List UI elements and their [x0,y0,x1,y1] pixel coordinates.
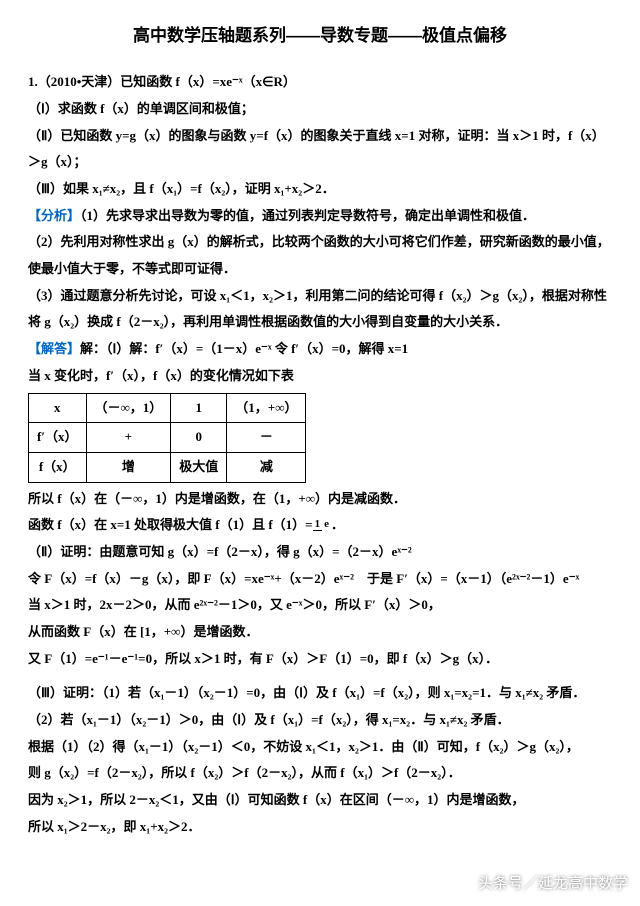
solution-label: 【解答】 [28,341,80,356]
solution-13: 则 g（x₂）=f（2－x₂），所以 f（x₂）＞f（2－x₂），从而 f（x₁… [28,761,612,786]
cell: 极大值 [171,452,227,482]
q1-part2-line1: （Ⅱ）已知函数 y=g（x）的图象与函数 y=f（x）的图象关于直线 x=1 对… [28,124,612,149]
cell: f′（x） [29,423,87,453]
cell: （1，+∞） [227,393,306,423]
analysis-1: 【分析】（1）先求导求出导数为零的值，通过列表判定导数符号，确定出单调性和极值． [28,204,612,229]
solution-4: 函数 f（x）在 x=1 处取得极大值 f（1）且 f（1）=1e． [28,513,612,538]
solution-9: 又 F（1）=e⁻¹－e⁻¹=0，所以 x＞1 时，有 F（x）＞F（1）=0，… [28,647,612,672]
solution-14: 因为 x₂＞1，所以 2－x₂＜1，又由（Ⅰ）可知函数 f（x）在区间（－∞，1… [28,788,612,813]
solution-11: （2）若（x₁－1）（x₂－1）＞0，由（Ⅰ）及 f（x₁）=f（x₂），得 x… [28,708,612,733]
solution-1: 【解答】解：（Ⅰ）解：f′（x）=（1－x）e⁻ˣ 令 f′（x）=0，解得 x… [28,337,612,362]
analysis-2a: （2）先利用对称性求出 g（x）的解析式，比较两个函数的大小可将它们作差，研究新… [28,230,612,255]
analysis-1-text: （1）先求导求出导数为零的值，通过列表判定导数符号，确定出单调性和极值． [80,208,535,223]
cell: － [227,423,306,453]
solution-2: 当 x 变化时，f′（x），f（x）的变化情况如下表 [28,364,612,389]
solution-4a: 函数 f（x）在 x=1 处取得极大值 f（1）且 f（1）= [28,517,313,532]
page-title: 高中数学压轴题系列——导数专题——极值点偏移 [28,20,612,52]
cell: 1 [171,393,227,423]
table-row: x （－∞，1） 1 （1，+∞） [29,393,306,423]
solution-4b: ． [331,517,344,532]
solution-7: 当 x＞1 时，2x－2＞0，从而 e²ˣ⁻²－1＞0，又 e⁻ˣ＞0，所以 F… [28,593,612,618]
solution-8: 从而函数 F（x）在 [1，+∞）是增函数． [28,620,612,645]
fraction: 1e [313,518,331,530]
solution-5: （Ⅱ）证明：由题意可知 g（x）=f（2－x），得 g（x）=（2－x）eˣ⁻² [28,540,612,565]
cell: f（x） [29,452,87,482]
q1-part3: （Ⅲ）如果 x₁≠x₂，且 f（x₁）=f（x₂），证明 x₁+x₂＞2． [28,177,612,202]
solution-3: 所以 f（x）在（－∞，1）内是增函数，在（1，+∞）内是减函数． [28,487,612,512]
cell: 减 [227,452,306,482]
q1-part2-line2: ＞g（x）； [28,150,612,175]
cell: （－∞，1） [86,393,171,423]
numerator: 1 [313,518,323,531]
solution-6: 令 F（x）=f（x）－g（x），即 F（x）=xe⁻ˣ+（x－2）eˣ⁻² 于… [28,567,612,592]
analysis-2b: 使最小值大于零，不等式即可证得． [28,257,612,282]
q1-part1: （Ⅰ）求函数 f（x）的单调区间和极值； [28,97,612,122]
solution-15: 所以 x₁＞2－x₂，即 x₁+x₂＞2． [28,815,612,840]
table-row: f（x） 增 极大值 减 [29,452,306,482]
cell: 增 [86,452,171,482]
table-row: f′（x） + 0 － [29,423,306,453]
cell: x [29,393,87,423]
cell: + [86,423,171,453]
analysis-3a: （3）通过题意分析先讨论，可设 x₁＜1，x₂＞1，利用第二问的结论可得 f（x… [28,284,612,309]
watermark: 头条号／延龙高中数学 [478,870,628,899]
q1: 1.（2010•天津）已知函数 f（x）=xe⁻ˣ（x∈R） [28,70,612,95]
solution-12: 根据（1）（2）得（x₁－1）（x₂－1）＜0，不妨设 x₁＜1，x₂＞1．由（… [28,735,612,760]
analysis-3b: 将 g（x₂）换成 f（2－x₂），再利用单调性根据函数值的大小得到自变量的大小… [28,310,612,335]
analysis-label: 【分析】 [28,208,80,223]
cell: 0 [171,423,227,453]
solution-1-text: 解：（Ⅰ）解：f′（x）=（1－x）e⁻ˣ 令 f′（x）=0，解得 x=1 [80,341,408,356]
solution-10: （Ⅲ）证明：（1）若（x₁－1）（x₂－1）=0，由（Ⅰ）及 f（x₁）=f（x… [28,681,612,706]
denominator: e [322,518,331,530]
variation-table: x （－∞，1） 1 （1，+∞） f′（x） + 0 － f（x） 增 极大值… [28,393,306,483]
